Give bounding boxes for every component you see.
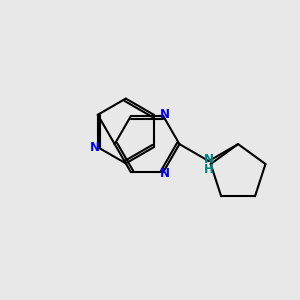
Text: N: N xyxy=(90,141,100,154)
Text: H: H xyxy=(204,163,214,176)
Text: N: N xyxy=(204,153,214,166)
Text: N: N xyxy=(160,167,170,180)
Text: N: N xyxy=(160,108,170,121)
